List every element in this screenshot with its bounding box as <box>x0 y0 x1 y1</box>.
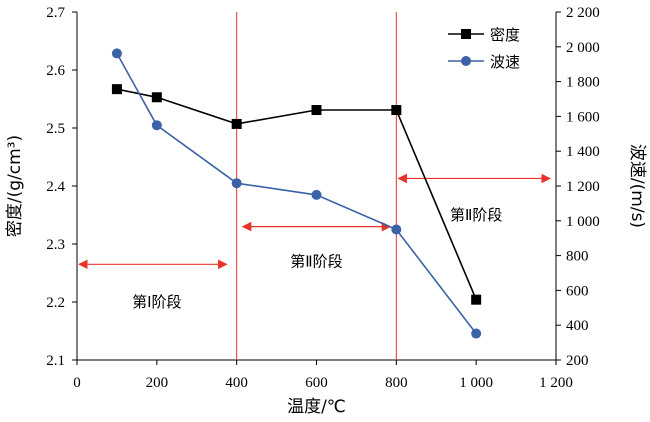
x-axis-title: 温度/℃ <box>287 397 346 417</box>
data-point-velocity <box>151 120 162 131</box>
y-right-tick-label: 200 <box>566 353 589 369</box>
stage-label: 第Ⅰ阶段 <box>132 293 181 311</box>
series-line-1 <box>116 53 477 335</box>
data-point-density <box>231 118 242 129</box>
legend-label-velocity: 波速 <box>490 53 520 71</box>
stage-label: 第Ⅱ阶段 <box>450 206 502 224</box>
x-tick-label: 0 <box>73 375 81 391</box>
stage-label: 第Ⅱ阶段 <box>290 252 342 270</box>
legend: 密度 波速 <box>448 26 520 71</box>
series-line-0 <box>116 88 477 301</box>
legend-marker-velocity <box>461 56 471 66</box>
series-group <box>111 48 482 339</box>
data-point-density <box>111 84 122 95</box>
y-left-tick-label: 2.4 <box>46 179 65 195</box>
data-point-density <box>471 294 482 305</box>
data-point-density <box>391 105 402 116</box>
y-axis-left-title: 密度/(g/cm³) <box>5 135 25 237</box>
y-left-tick-label: 2.2 <box>46 295 65 311</box>
y-left-tick-label: 2.1 <box>46 353 65 369</box>
data-point-velocity <box>391 224 402 235</box>
y-right-tick-label: 600 <box>566 283 589 299</box>
x-tick-label: 600 <box>305 375 328 391</box>
y-left-tick-label: 2.5 <box>46 121 65 137</box>
x-tick-label: 800 <box>385 375 408 391</box>
y-left-tick-label: 2.7 <box>46 5 65 21</box>
legend-label-density: 密度 <box>490 26 520 44</box>
y-right-tick-label: 1 000 <box>566 214 600 230</box>
x-tick-label: 1 000 <box>459 375 493 391</box>
y-left-tick-label: 2.6 <box>46 63 65 79</box>
data-point-density <box>311 105 322 116</box>
data-point-density <box>151 92 162 103</box>
y-right-tick-label: 800 <box>566 249 589 265</box>
data-point-velocity <box>471 328 482 339</box>
x-tick-label: 400 <box>225 375 248 391</box>
y-right-tick-label: 400 <box>566 318 589 334</box>
x-tick-label: 1 200 <box>539 375 573 391</box>
y-right-tick-label: 1 400 <box>566 144 600 160</box>
y-right-tick-label: 1 200 <box>566 179 600 195</box>
data-point-velocity <box>231 178 242 189</box>
y-right-tick-label: 2 200 <box>566 5 600 21</box>
y-right-tick-label: 1 800 <box>566 75 600 91</box>
axes: 0 200 400 600 800 1 000 1 200 2.1 2.2 2.3 2.4 2.5 2.… <box>46 5 600 391</box>
y-right-tick-label: 1 600 <box>566 109 600 125</box>
x-tick-label: 200 <box>146 375 169 391</box>
data-point-velocity <box>311 189 322 200</box>
y-axis-right-title: 波速/(m/s) <box>627 144 647 228</box>
y-right-tick-label: 2 000 <box>566 40 600 56</box>
data-point-velocity <box>111 48 122 59</box>
y-left-tick-label: 2.3 <box>46 237 65 253</box>
legend-marker-density <box>461 29 471 39</box>
